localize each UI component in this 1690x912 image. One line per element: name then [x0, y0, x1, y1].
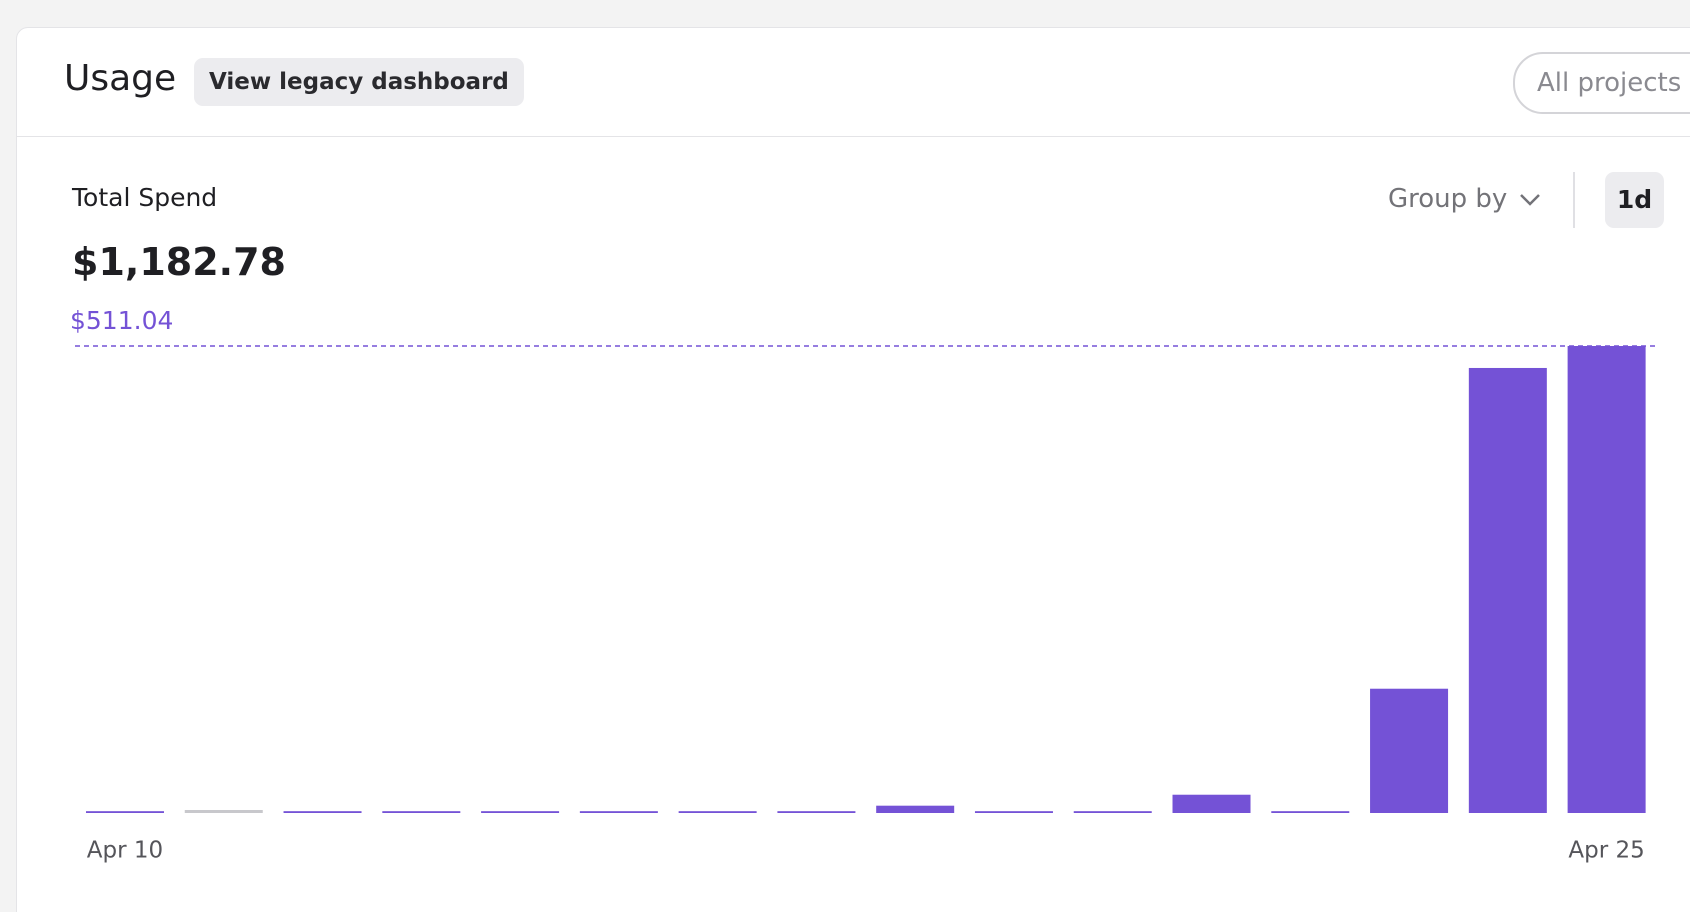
bar: [1567, 346, 1646, 813]
summary-total: $1,182.78: [72, 240, 286, 284]
summary-label: Total Spend: [72, 183, 218, 212]
control-divider: [1573, 172, 1575, 228]
bar: [1468, 367, 1547, 813]
group-by-dropdown[interactable]: Group by: [1388, 184, 1508, 214]
bar: [1370, 688, 1449, 813]
bar: [876, 805, 955, 813]
project-selector[interactable]: All projects: [1513, 52, 1690, 114]
bar: [283, 811, 362, 813]
page-title: Usage: [64, 58, 177, 99]
bar: [678, 811, 757, 813]
bar: [184, 810, 263, 813]
legacy-dashboard-button[interactable]: View legacy dashboard: [194, 58, 524, 106]
chevron-icon: [1520, 194, 1540, 206]
bar: [1271, 811, 1350, 813]
bar: [1172, 794, 1251, 813]
interval-button[interactable]: 1d: [1605, 172, 1664, 228]
bar: [382, 811, 461, 813]
reference-label: $511.04: [70, 306, 173, 335]
x-tick-label: Apr 10: [87, 838, 163, 864]
bar: [777, 811, 856, 813]
x-tick-label: Apr 25: [1568, 838, 1644, 864]
bar: [1073, 811, 1152, 813]
bar: [579, 811, 658, 813]
header-separator: [16, 136, 1690, 137]
bar: [85, 811, 164, 813]
bar: [974, 811, 1053, 813]
bar: [481, 811, 560, 813]
